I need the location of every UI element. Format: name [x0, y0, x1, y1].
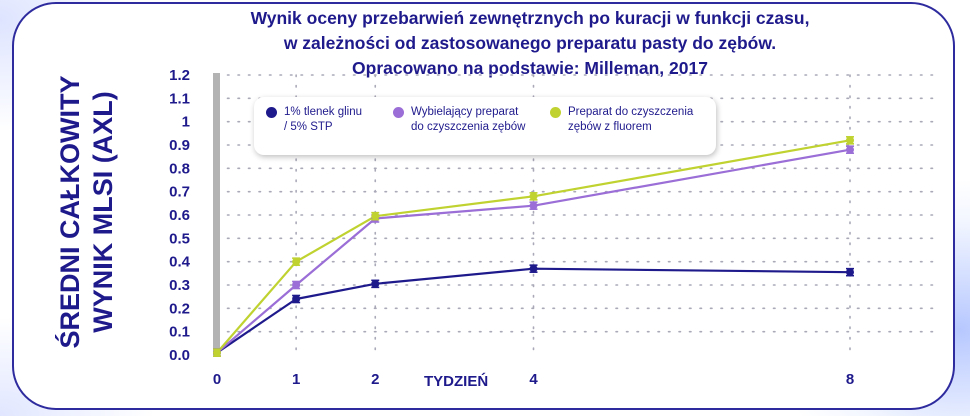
legend-label-series-3-line-1: Preparat do czyszczenia: [568, 106, 694, 118]
legend-label-series-1-line-1: 1% tlenek glinu: [284, 106, 362, 118]
data-point-series-1-point-5: [846, 268, 854, 277]
y-tick-label-9: 0.9: [169, 137, 190, 154]
legend-label-series-3-line-2: zębów z fluorem: [568, 121, 652, 133]
y-tick-label-12: 1.2: [169, 67, 190, 84]
data-point-series-3-point-2: [292, 257, 301, 266]
y-tick-label-4: 0.4: [169, 254, 191, 271]
legend-label-series-1: 1% tlenek glinu / 5% STP: [284, 105, 362, 135]
x-tick-label-2: 2: [371, 371, 379, 388]
x-tick-label-4: 8: [846, 371, 854, 388]
y-tick-label-0: 0.0: [169, 347, 190, 364]
chart-title-line-2: w zależności od zastosowanego preparatu …: [283, 33, 777, 53]
data-point-series-1-point-4: [529, 264, 538, 273]
y-tick-label-10: 1: [182, 114, 190, 131]
data-point-series-3-point-4: [529, 192, 538, 201]
data-point-series-1-point-3: [371, 279, 380, 288]
x-axis-label: TYDZIEŃ: [424, 373, 489, 390]
x-tick-label-0: 0: [213, 371, 221, 388]
x-tick-label-1: 1: [292, 371, 300, 388]
series-line-1: [216, 267, 851, 354]
y-axis-line: [213, 73, 220, 355]
chart-frame: [12, 2, 955, 410]
y-tick-label-5: 0.5: [169, 230, 190, 247]
legend-label-series-3: Preparat do czyszczenia zębów z fluorem: [568, 105, 693, 135]
legend-marker-series-2: [393, 107, 404, 118]
legend-label-series-2-line-1: Wybielający preparat: [411, 106, 519, 118]
data-point-series-3-point-5: [846, 136, 854, 145]
y-tick-label-7: 0.7: [169, 184, 190, 201]
series-line-3: [216, 139, 851, 354]
y-tick-label-3: 0.3: [169, 277, 190, 294]
legend-label-series-1-line-2: / 5% STP: [284, 121, 333, 133]
chart-title-line-3: Opracowano na podstawie: Milleman, 2017: [352, 58, 708, 78]
chart-title-line-1: Wynik oceny przebarwień zewnętrznych po …: [250, 8, 810, 28]
data-point-series-1-point-2: [292, 295, 301, 303]
data-point-series-2-point-2: [292, 281, 301, 289]
legend-marker-series-1: [266, 107, 277, 118]
x-tick-label-3: 4: [529, 371, 538, 388]
data-point-series-3-point-3: [371, 212, 380, 221]
y-tick-label-11: 1.1: [169, 90, 190, 107]
data-point-series-3-point-1: [213, 348, 221, 357]
legend-marker-series-3: [550, 107, 561, 118]
data-point-series-2-point-4: [529, 201, 538, 210]
data-point-series-2-point-5: [846, 145, 854, 154]
y-tick-label-2: 0.2: [169, 300, 190, 317]
legend-label-series-2-line-2: do czyszczenia zębów: [411, 121, 526, 133]
legend-label-series-2: Wybielający preparat do czyszczenia zębó…: [411, 105, 525, 135]
legend: 1% tlenek glinu / 5% STP Wybielający pre…: [254, 97, 716, 155]
y-tick-label-8: 0.8: [169, 160, 190, 177]
y-tick-label-1: 0.1: [169, 324, 190, 341]
y-tick-label-6: 0.6: [169, 207, 190, 224]
